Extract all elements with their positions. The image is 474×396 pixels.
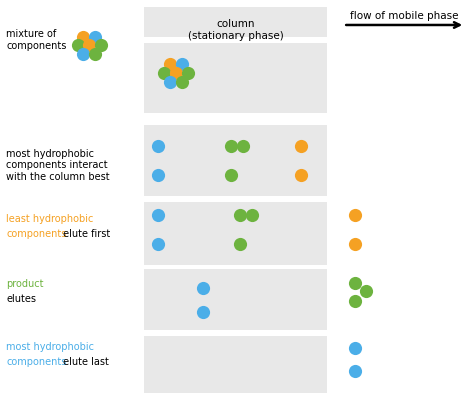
Point bbox=[351, 368, 359, 374]
Point bbox=[166, 78, 174, 85]
Point bbox=[86, 42, 93, 49]
Text: elute last: elute last bbox=[60, 357, 109, 367]
Point bbox=[178, 61, 185, 67]
Point bbox=[351, 279, 359, 286]
Text: most hydrophobic: most hydrophobic bbox=[6, 341, 94, 352]
Point bbox=[91, 51, 99, 57]
Point bbox=[351, 211, 359, 218]
Point bbox=[297, 143, 305, 149]
Point bbox=[351, 298, 359, 304]
Point bbox=[97, 42, 105, 49]
Text: flow of mobile phase: flow of mobile phase bbox=[350, 11, 458, 21]
Point bbox=[237, 211, 244, 218]
Point bbox=[155, 241, 162, 247]
Point bbox=[199, 309, 207, 315]
Bar bbox=[144, 43, 327, 114]
Bar bbox=[144, 202, 327, 265]
Point bbox=[173, 70, 180, 76]
Text: product: product bbox=[6, 279, 44, 289]
Point bbox=[155, 143, 162, 149]
Point bbox=[161, 70, 168, 76]
Point bbox=[155, 172, 162, 178]
Bar bbox=[144, 269, 327, 330]
Point bbox=[80, 34, 87, 40]
Text: mixture of
components: mixture of components bbox=[6, 29, 66, 51]
Text: column
(stationary phase): column (stationary phase) bbox=[188, 19, 283, 41]
Point bbox=[199, 285, 207, 291]
Point bbox=[178, 78, 185, 85]
Point bbox=[237, 241, 244, 247]
Point bbox=[239, 143, 246, 149]
Point bbox=[91, 34, 99, 40]
Text: elutes: elutes bbox=[6, 294, 36, 305]
Text: least hydrophobic: least hydrophobic bbox=[6, 214, 93, 224]
Point bbox=[362, 288, 370, 294]
Point bbox=[248, 211, 256, 218]
Point bbox=[351, 241, 359, 247]
Point bbox=[74, 42, 82, 49]
Text: elute first: elute first bbox=[60, 229, 110, 240]
Point bbox=[166, 61, 174, 67]
Point bbox=[227, 143, 235, 149]
Text: most hydrophobic
components interact
with the column best: most hydrophobic components interact wit… bbox=[6, 149, 109, 182]
Text: components: components bbox=[6, 229, 66, 240]
Bar bbox=[144, 336, 327, 393]
Bar bbox=[144, 7, 327, 37]
Point bbox=[227, 172, 235, 178]
Point bbox=[155, 211, 162, 218]
Point bbox=[184, 70, 191, 76]
Point bbox=[297, 172, 305, 178]
Bar bbox=[144, 125, 327, 196]
Point bbox=[80, 51, 87, 57]
Point bbox=[351, 345, 359, 351]
Text: components: components bbox=[6, 357, 66, 367]
